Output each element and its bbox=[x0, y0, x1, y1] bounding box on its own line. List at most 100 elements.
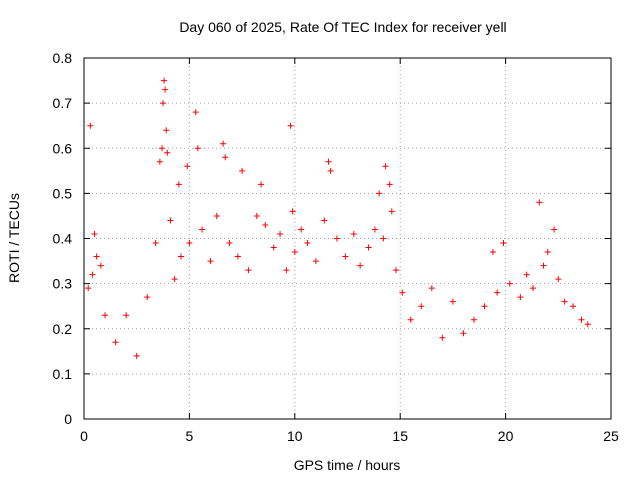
data-point bbox=[192, 109, 199, 116]
x-tick-label: 20 bbox=[498, 428, 514, 444]
data-points bbox=[85, 77, 591, 359]
data-point bbox=[85, 285, 92, 292]
data-point bbox=[245, 267, 252, 274]
data-point bbox=[449, 298, 456, 305]
y-tick-label: 0.3 bbox=[53, 276, 73, 292]
data-point bbox=[289, 208, 296, 215]
data-point bbox=[540, 262, 547, 269]
data-point bbox=[184, 163, 191, 170]
y-tick-label: 0 bbox=[64, 411, 72, 427]
data-point bbox=[144, 294, 151, 301]
data-point bbox=[253, 212, 260, 219]
data-point bbox=[376, 190, 383, 197]
data-point bbox=[112, 339, 119, 346]
data-point bbox=[386, 181, 393, 188]
data-point bbox=[536, 199, 543, 206]
data-point bbox=[388, 208, 395, 215]
data-point bbox=[312, 258, 319, 265]
data-point bbox=[97, 262, 104, 269]
data-point bbox=[262, 221, 269, 228]
data-point bbox=[162, 86, 169, 93]
data-point bbox=[500, 240, 507, 247]
data-point bbox=[530, 285, 537, 292]
data-point bbox=[163, 127, 170, 134]
data-point bbox=[357, 262, 364, 269]
data-point bbox=[277, 230, 284, 237]
data-point bbox=[439, 334, 446, 341]
data-point bbox=[226, 240, 233, 247]
x-tick-label: 25 bbox=[603, 428, 619, 444]
data-point bbox=[161, 77, 168, 84]
data-point bbox=[156, 158, 163, 165]
y-tick-label: 0.4 bbox=[53, 231, 73, 247]
data-point bbox=[371, 226, 378, 233]
data-point bbox=[555, 276, 562, 283]
data-point bbox=[523, 271, 530, 278]
data-point bbox=[194, 145, 201, 152]
y-tick-label: 0.8 bbox=[53, 50, 73, 66]
data-point bbox=[158, 145, 165, 152]
x-tick-label: 0 bbox=[80, 428, 88, 444]
x-tick-label: 5 bbox=[186, 428, 194, 444]
data-point bbox=[152, 240, 159, 247]
data-point bbox=[570, 303, 577, 310]
data-point bbox=[399, 289, 406, 296]
data-point bbox=[89, 271, 96, 278]
axis-ticks: 0 5 10 15 20 25 0 0.1 0.2 0.3 0.4 0.5 0.6 0.7 0.8 bbox=[53, 50, 619, 444]
y-tick-label: 0.5 bbox=[53, 185, 73, 201]
data-point bbox=[87, 122, 94, 129]
x-tick-label: 15 bbox=[392, 428, 408, 444]
data-point bbox=[460, 330, 467, 337]
y-tick-label: 0.2 bbox=[53, 321, 73, 337]
data-point bbox=[561, 298, 568, 305]
x-axis-label: GPS time / hours bbox=[294, 457, 401, 473]
data-point bbox=[171, 276, 178, 283]
y-tick-label: 0.6 bbox=[53, 140, 73, 156]
data-point bbox=[325, 158, 332, 165]
data-point bbox=[234, 253, 241, 260]
data-point bbox=[164, 149, 171, 156]
data-point bbox=[220, 140, 227, 147]
data-point bbox=[175, 181, 182, 188]
data-point bbox=[418, 303, 425, 310]
x-tick-label: 10 bbox=[287, 428, 303, 444]
data-point bbox=[382, 163, 389, 170]
data-point bbox=[186, 240, 193, 247]
data-point bbox=[578, 316, 585, 323]
data-point bbox=[160, 100, 167, 107]
data-point bbox=[177, 253, 184, 260]
data-point bbox=[283, 267, 290, 274]
data-point bbox=[123, 312, 130, 319]
data-point bbox=[380, 235, 387, 242]
y-axis-label: ROTI / TECUs bbox=[6, 193, 22, 283]
data-point bbox=[470, 316, 477, 323]
data-point bbox=[213, 212, 220, 219]
data-point bbox=[298, 226, 305, 233]
data-point bbox=[517, 294, 524, 301]
y-tick-label: 0.7 bbox=[53, 95, 73, 111]
grid-lines bbox=[84, 58, 611, 419]
y-tick-label: 0.1 bbox=[53, 366, 73, 382]
data-point bbox=[350, 230, 357, 237]
data-point bbox=[392, 267, 399, 274]
data-point bbox=[327, 167, 334, 174]
data-point bbox=[407, 316, 414, 323]
data-point bbox=[365, 244, 372, 251]
data-point bbox=[304, 240, 311, 247]
data-point bbox=[287, 122, 294, 129]
data-point bbox=[93, 253, 100, 260]
data-point bbox=[481, 303, 488, 310]
data-point bbox=[428, 285, 435, 292]
data-point bbox=[258, 181, 265, 188]
data-point bbox=[102, 312, 109, 319]
data-point bbox=[291, 249, 298, 256]
data-point bbox=[321, 217, 328, 224]
data-point bbox=[506, 280, 513, 287]
data-point bbox=[551, 226, 558, 233]
data-point bbox=[489, 249, 496, 256]
data-point bbox=[167, 217, 174, 224]
data-point bbox=[91, 230, 98, 237]
data-point bbox=[342, 253, 349, 260]
data-point bbox=[199, 226, 206, 233]
